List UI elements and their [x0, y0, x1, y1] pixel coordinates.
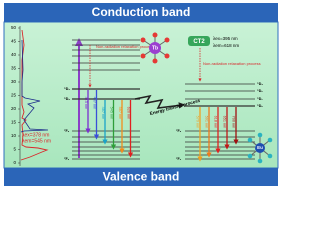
- transition-label: 579 nm: [196, 116, 200, 129]
- tick-label: 35: [11, 66, 17, 71]
- transfer-arrow: [134, 94, 186, 109]
- transition-label: 620 nm: [127, 107, 131, 120]
- conduction-band: [4, 3, 278, 22]
- tb-level: ⁵D₃: [64, 87, 70, 91]
- eu-level: ⁵D₀: [257, 104, 263, 108]
- eu-levels: [185, 83, 255, 160]
- eu-level: ⁷F₆: [176, 129, 182, 133]
- transition-label: 587 nm: [118, 107, 122, 120]
- tick-label: 10: [11, 133, 17, 138]
- eu-ion: Eu: [257, 145, 263, 150]
- eu-level: ⁵D₃: [257, 82, 263, 86]
- transition-label: 591 nm: [205, 116, 209, 129]
- tb-ground-levels: [72, 130, 140, 160]
- tb-level: ⁵D₄: [64, 97, 70, 101]
- tick-label: 25: [11, 93, 17, 98]
- tick-label: 50: [11, 25, 17, 30]
- tick-label: 45: [11, 39, 17, 44]
- panel: [3, 21, 279, 169]
- transition-label: 700 nm: [232, 116, 236, 129]
- tb-ion: Tb: [152, 45, 158, 51]
- tb-upper-levels: [72, 39, 140, 100]
- tb-emission: λem=545 nm: [22, 138, 51, 144]
- eu-level: ⁵D₂: [257, 89, 263, 93]
- tick-label: 5: [13, 147, 16, 152]
- transition-label: 437 nm: [93, 97, 97, 110]
- eu-level: ⁷F₀: [176, 157, 182, 161]
- tb-relaxation: Non-radiation relaxation process: [96, 44, 154, 49]
- axis: 0 5 10 15 20 25 30 35 40 45 50: [11, 25, 21, 166]
- tb-level: ⁷F₀: [64, 157, 70, 161]
- tb-transitions: 415 nm 437 nm 487 nm 545 nm 587 nm 620 nm: [84, 90, 134, 158]
- eu-spectrum: [20, 39, 49, 133]
- ct-box: [188, 36, 210, 46]
- eu-ct: CT2: [193, 39, 205, 45]
- eu-relaxation: Non-radiation relaxation process: [203, 61, 261, 66]
- tick-label: 40: [11, 52, 17, 57]
- eu-level: ⁵D₁: [257, 97, 263, 101]
- transition-label: 545 nm: [110, 107, 114, 120]
- eu-emission: λem=618 nm: [213, 43, 239, 48]
- tb-ion-icon: [140, 32, 170, 64]
- tick-label: 0: [13, 160, 16, 165]
- tb-excitation: λex=378 nm: [22, 132, 49, 138]
- diagram: Conduction band Valence band 0 5 10 15 20 25 3…: [3, 3, 279, 186]
- eu-excitation: λex=395 nm: [213, 36, 238, 41]
- transition-label: 487 nm: [101, 107, 105, 120]
- tb-level: ⁷F₆: [64, 129, 70, 133]
- transition-label: 415 nm: [84, 97, 88, 110]
- transition-label: 651 nm: [223, 116, 227, 129]
- valence-label: Valence band: [103, 170, 180, 184]
- tick-label: 20: [11, 106, 17, 111]
- eu-transitions: 579 nm 591 nm 618 nm 651 nm 700 nm: [196, 107, 239, 162]
- tick-label: 15: [11, 120, 17, 125]
- valence-band: [4, 168, 278, 186]
- tick-label: 30: [11, 79, 17, 84]
- conduction-label: Conduction band: [92, 5, 191, 19]
- eu-ion-icon: [247, 132, 273, 164]
- transition-label: 618 nm: [214, 116, 218, 129]
